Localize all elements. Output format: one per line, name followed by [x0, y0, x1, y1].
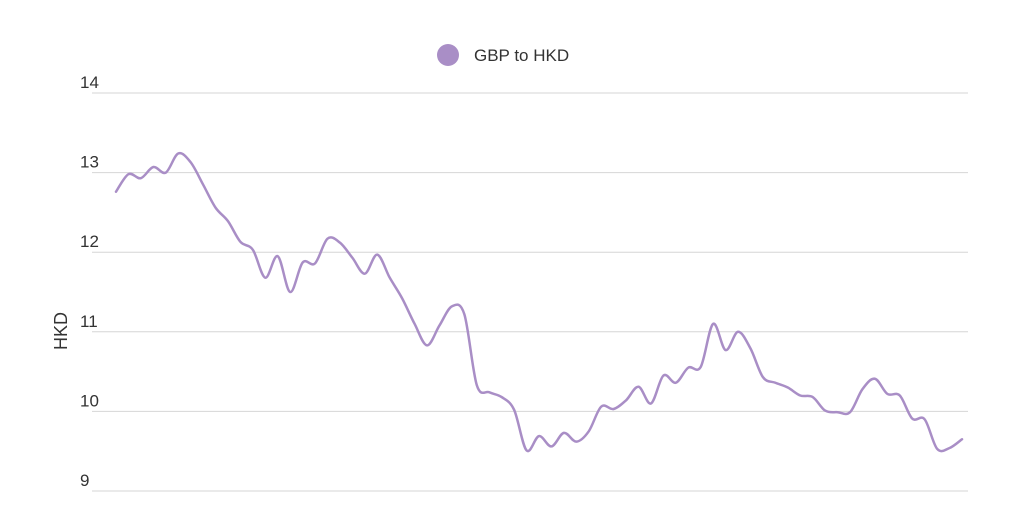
gridlines [92, 92, 968, 492]
series-line-gbp-to-hkd [114, 151, 964, 453]
y-tick-label: 11 [80, 312, 98, 331]
y-tick-label: 9 [80, 471, 89, 490]
y-tick-label: 14 [80, 73, 99, 92]
y-axis-title: HKD [51, 312, 71, 350]
y-axis-ticks: 9 10 11 12 13 14 [80, 73, 99, 490]
y-tick-label: 10 [80, 391, 99, 410]
legend[interactable]: GBP to HKD [437, 44, 569, 66]
legend-marker-gbp-to-hkd [437, 44, 459, 66]
y-tick-label: 13 [80, 153, 99, 172]
y-tick-label: 12 [80, 232, 99, 251]
legend-label-gbp-to-hkd: GBP to HKD [474, 46, 569, 65]
